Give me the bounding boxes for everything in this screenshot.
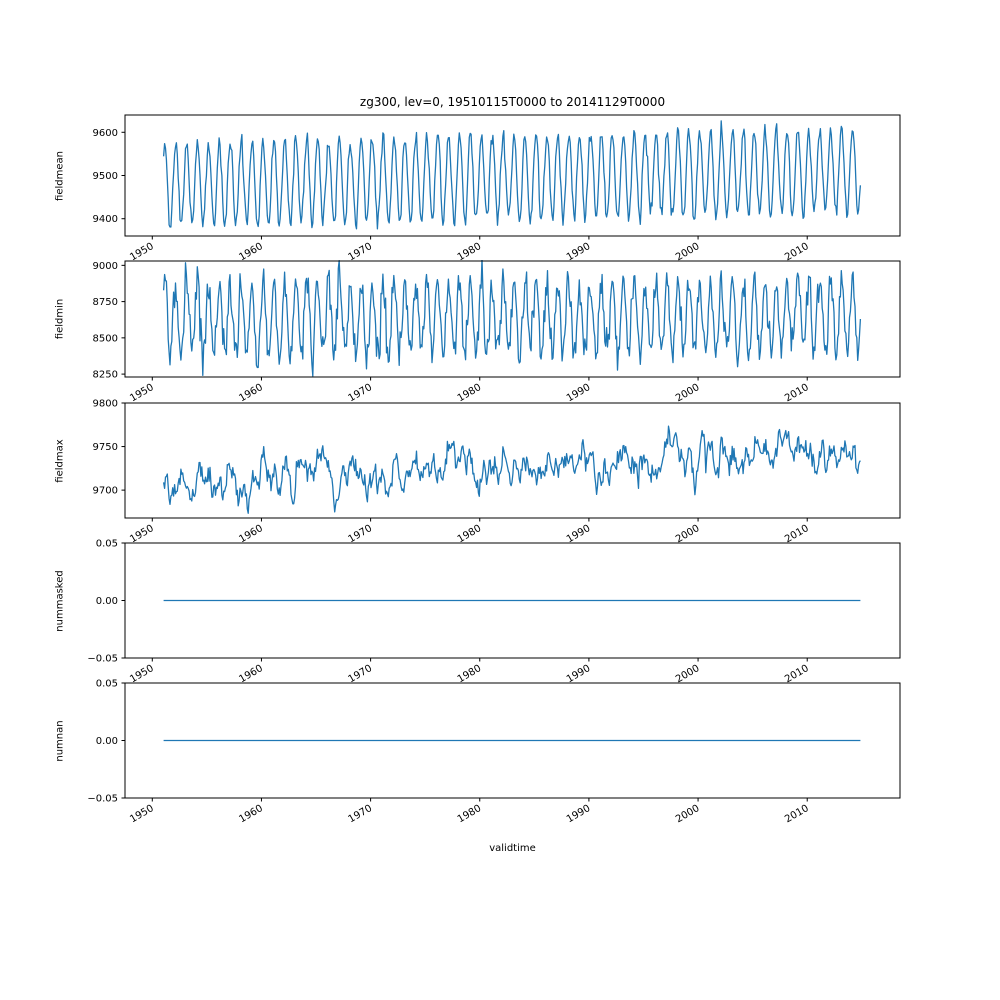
chart-title: zg300, lev=0, 19510115T0000 to 20141129T… [359,95,666,109]
y-tick-label: 8750 [93,297,118,308]
x-tick-label: 2010 [783,663,811,685]
x-tick-label: 1960 [237,523,265,545]
series-line-fieldmin [162,260,862,377]
y-tick-label: 9500 [93,171,118,182]
ylabel-numnan: numnan [54,719,66,762]
y-tick-label: 9000 [93,261,118,272]
x-tick-label: 1950 [128,523,156,545]
x-tick-label: 1990 [565,523,593,545]
x-tick-label: 2010 [783,241,811,263]
x-tick-label: 1950 [128,241,156,263]
series-line-fieldmean [162,120,862,230]
x-tick-label: 2000 [674,241,702,263]
axes-frame-fieldmin [124,260,901,378]
x-tick-label: 2010 [783,523,811,545]
x-tick-label: 1990 [565,663,593,685]
x-tick-label: 1980 [456,241,484,263]
series-line-fieldmax [162,425,861,514]
x-tick-label: 2000 [674,803,702,825]
ylabel-fieldmean: fieldmean [54,150,66,201]
x-tick-label: 1970 [347,241,375,263]
axes-frame-fieldmax [124,402,901,519]
x-tick-label: 2010 [783,382,811,404]
x-tick-label: 1980 [456,523,484,545]
y-tick-label: −0.05 [87,794,118,805]
x-tick-label: 1950 [128,382,156,404]
x-axis-label: validtime [489,843,536,854]
y-tick-label: 9600 [93,128,118,139]
y-tick-label: 8250 [93,370,118,381]
x-tick-label: 1990 [565,241,593,263]
x-tick-label: 2010 [783,803,811,825]
y-tick-label: 0.00 [96,596,118,607]
x-tick-label: 1970 [347,803,375,825]
x-tick-label: 1980 [456,663,484,685]
x-tick-label: 1960 [237,663,265,685]
y-tick-label: 9400 [93,214,118,225]
x-tick-label: 2000 [674,663,702,685]
x-tick-label: 1970 [347,382,375,404]
x-tick-label: 1950 [128,663,156,685]
ylabel-fieldmin: fieldmin [54,298,66,340]
x-tick-label: 1960 [237,241,265,263]
y-tick-label: 9750 [93,442,118,453]
y-tick-label: 8500 [93,333,118,344]
x-tick-label: 1970 [347,663,375,685]
y-tick-label: 9800 [93,399,118,410]
x-tick-label: 1990 [565,382,593,404]
x-tick-label: 1960 [237,803,265,825]
x-tick-label: 1950 [128,803,156,825]
y-tick-label: 0.05 [96,539,118,550]
ylabel-fieldmax: fieldmax [54,438,66,483]
x-tick-label: 1960 [237,382,265,404]
x-tick-label: 1990 [565,803,593,825]
subplot-bg-fieldmax [125,403,900,518]
x-tick-label: 1970 [347,523,375,545]
x-tick-label: 2000 [674,382,702,404]
x-tick-label: 1980 [456,382,484,404]
ylabel-nummasked: nummasked [54,569,66,632]
y-tick-label: 0.00 [96,736,118,747]
y-tick-label: 9700 [93,486,118,497]
y-tick-label: 0.05 [96,679,118,690]
x-tick-label: 1980 [456,803,484,825]
y-tick-label: −0.05 [87,654,118,665]
x-tick-label: 2000 [674,523,702,545]
